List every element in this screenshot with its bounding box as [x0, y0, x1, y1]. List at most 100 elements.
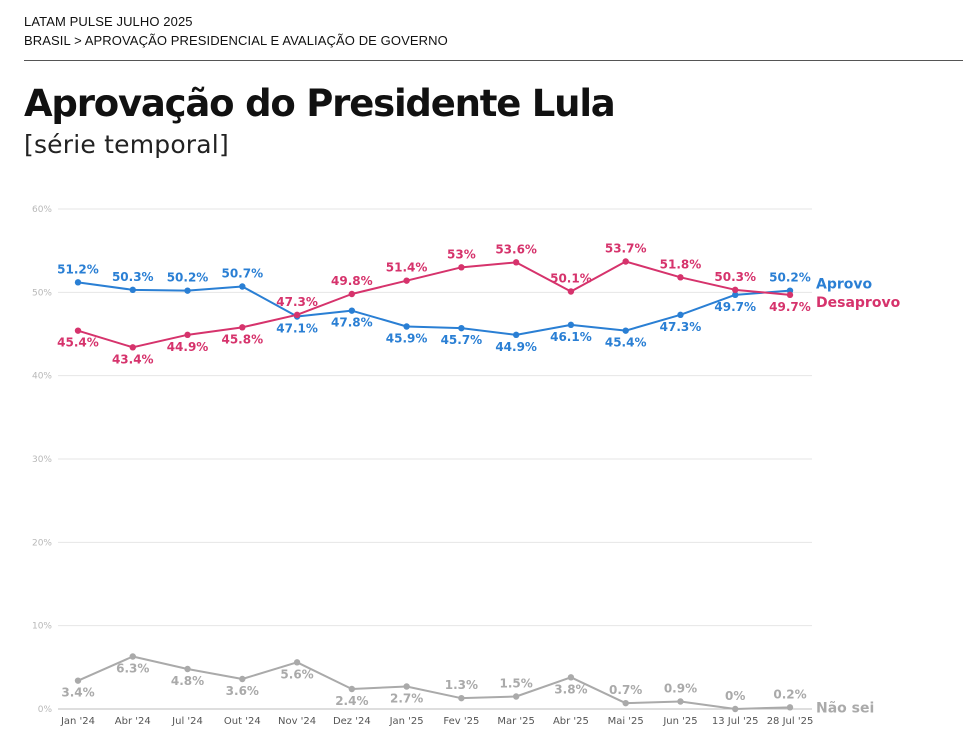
data-label: 47.8%: [331, 316, 373, 330]
data-point: [184, 287, 191, 294]
x-tick-label: Jun '25: [662, 716, 697, 727]
chart-subtitle: [série temporal]: [24, 130, 229, 159]
series-line-desaprovo: [77, 260, 791, 349]
data-point: [184, 331, 191, 339]
data-point: [184, 665, 191, 673]
x-tick-label: Mar '25: [497, 716, 535, 727]
y-tick-label: 0%: [38, 705, 53, 715]
y-tick-label: 10%: [32, 622, 52, 632]
data-point: [129, 344, 136, 351]
x-tick-label: Jan '24: [60, 716, 95, 727]
data-point: [732, 705, 739, 713]
data-point: [458, 694, 465, 702]
header-divider: [24, 60, 963, 61]
data-label: 3.8%: [554, 682, 587, 696]
data-point: [622, 699, 629, 707]
legend-label: Aprovo: [816, 277, 873, 293]
data-point: [239, 324, 246, 331]
data-label: 50.2%: [769, 271, 811, 285]
data-label: 45.7%: [441, 333, 483, 347]
data-label: 0.9%: [664, 682, 697, 696]
data-label: 47.3%: [276, 295, 318, 309]
data-point: [786, 704, 794, 711]
data-point: [512, 331, 520, 339]
data-point: [732, 286, 739, 294]
data-point: [293, 659, 301, 666]
data-label: 43.4%: [112, 352, 154, 366]
data-label: 45.9%: [386, 332, 428, 346]
data-point: [677, 311, 684, 319]
data-label: 49.8%: [331, 274, 373, 288]
data-point: [129, 653, 136, 660]
x-tick-label: Jul '24: [171, 716, 203, 727]
data-label: 47.3%: [660, 320, 702, 334]
data-label: 47.1%: [276, 322, 318, 336]
data-point: [512, 693, 520, 700]
data-label: 0.2%: [773, 687, 806, 701]
data-point: [293, 311, 301, 319]
data-label: 49.7%: [769, 300, 811, 314]
data-label: 51.2%: [57, 262, 99, 276]
chart-title: Aprovação do Presidente Lula: [24, 82, 616, 125]
series-line-aprovo: [77, 281, 791, 336]
data-point: [239, 675, 246, 683]
data-point: [622, 258, 629, 265]
x-tick-label: Dez '24: [333, 716, 371, 727]
data-point: [458, 324, 465, 332]
data-point: [74, 677, 82, 684]
x-tick-label: 28 Jul '25: [767, 716, 814, 727]
data-label: 44.9%: [495, 340, 537, 354]
x-tick-label: Jan '25: [389, 716, 424, 727]
data-label: 50.2%: [167, 271, 209, 285]
data-point: [567, 321, 575, 329]
data-label: 50.1%: [550, 272, 592, 286]
data-point: [567, 288, 575, 295]
legend-label: Não sei: [816, 700, 874, 716]
data-label: 45.8%: [221, 332, 263, 346]
legend-label: Desaprovo: [816, 295, 901, 311]
data-label: 0.7%: [609, 683, 642, 697]
x-tick-label: Abr '25: [553, 716, 589, 727]
x-tick-label: Nov '24: [278, 716, 316, 727]
data-label: 53.6%: [495, 242, 537, 256]
data-point: [348, 290, 356, 298]
data-label: 50.3%: [112, 270, 154, 284]
y-tick-label: 40%: [32, 372, 52, 382]
x-tick-label: Abr '24: [115, 716, 151, 727]
data-point: [348, 307, 356, 314]
breadcrumb: BRASIL > APROVAÇÃO PRESIDENCIAL E AVALIA…: [24, 33, 448, 48]
data-label: 3.6%: [226, 684, 259, 698]
data-label: 50.7%: [221, 267, 263, 281]
data-label: 50.3%: [714, 270, 756, 284]
data-point: [622, 327, 629, 334]
data-label: 0%: [725, 689, 745, 703]
y-tick-label: 30%: [32, 455, 52, 465]
data-point: [458, 264, 465, 271]
data-label: 3.4%: [61, 686, 94, 700]
data-point: [74, 279, 82, 286]
report-header: LATAM PULSE JULHO 2025 BRASIL > APROVAÇÃ…: [24, 12, 448, 50]
data-label: 1.3%: [445, 678, 478, 692]
data-label: 51.8%: [660, 257, 702, 271]
data-label: 46.1%: [550, 330, 592, 344]
data-point: [403, 323, 410, 330]
data-point: [348, 685, 356, 693]
data-point: [239, 283, 246, 290]
data-label: 51.4%: [386, 261, 428, 275]
data-point: [677, 274, 684, 281]
data-label: 1.5%: [500, 677, 533, 691]
data-label: 2.7%: [390, 692, 423, 706]
data-point: [732, 291, 739, 299]
data-label: 53%: [447, 247, 476, 261]
data-point: [786, 291, 794, 299]
x-tick-label: Fev '25: [443, 716, 479, 727]
data-point: [512, 259, 520, 266]
data-label: 44.9%: [167, 340, 209, 354]
data-label: 45.4%: [605, 336, 647, 350]
data-point: [677, 698, 684, 705]
y-tick-label: 20%: [32, 538, 52, 548]
x-tick-label: Out '24: [224, 716, 261, 727]
data-point: [129, 286, 136, 294]
data-label: 2.4%: [335, 694, 368, 708]
